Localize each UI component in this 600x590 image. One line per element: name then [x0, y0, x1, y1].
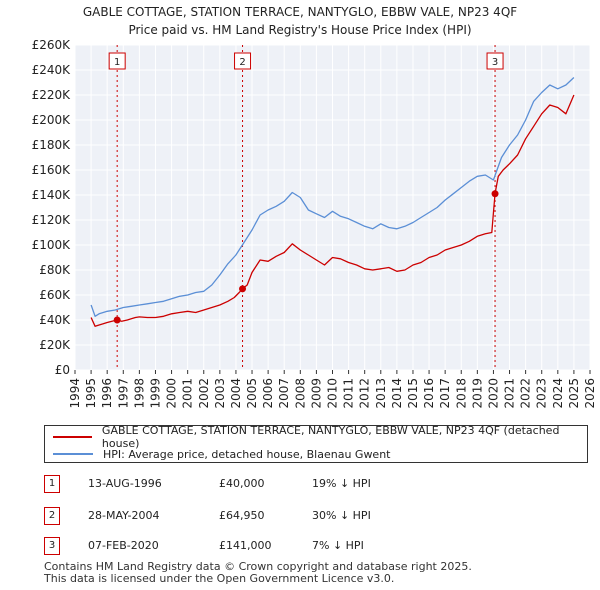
x-tick-label: 1996: [100, 378, 114, 409]
event-label-box: [486, 52, 504, 70]
x-tick-label: 1997: [116, 378, 130, 409]
event-label-box: [234, 52, 252, 70]
x-tick-label: 2024: [551, 378, 565, 409]
x-tick-label: 2014: [390, 378, 404, 409]
x-tick-label: 2005: [245, 378, 259, 409]
sale-marker: [239, 285, 247, 293]
chart-title: GABLE COTTAGE, STATION TERRACE, NANTYGLO…: [83, 5, 517, 19]
transaction-hpi: 30% ↓ HPI: [312, 509, 371, 522]
transaction-price: £64,950: [219, 509, 265, 522]
x-tick-label: 2019: [470, 378, 484, 409]
legend-label-property: GABLE COTTAGE, STATION TERRACE, NANTYGLO…: [101, 424, 560, 450]
x-tick-label: 2013: [374, 378, 388, 409]
y-tick-label: £120K: [32, 213, 72, 227]
transaction-row: 3 07-FEB-2020 £141,000 7% ↓ HPI: [44, 537, 584, 555]
event-label: 1: [114, 57, 120, 68]
transaction-date: 13-AUG-1996: [88, 477, 162, 490]
x-tick-label: 2007: [277, 378, 291, 409]
transaction-number: 3: [44, 537, 60, 555]
x-tick-label: 2026: [583, 378, 597, 409]
x-tick-label: 1995: [84, 378, 98, 409]
transaction-hpi: 7% ↓ HPI: [312, 539, 364, 552]
x-tick-label: 2002: [197, 378, 211, 409]
sale-marker: [491, 190, 499, 198]
y-tick-label: £160K: [32, 163, 72, 177]
y-tick-label: £180K: [32, 138, 72, 152]
event-label: 3: [492, 57, 498, 68]
y-tick-label: £40K: [39, 313, 71, 327]
transaction-price: £141,000: [219, 539, 272, 552]
chart-subtitle: Price paid vs. HM Land Registry's House …: [128, 23, 471, 37]
property-price-line: [90, 94, 575, 327]
legend-item-property: GABLE COTTAGE, STATION TERRACE, NANTYGLO…: [53, 424, 587, 450]
transaction-date: 28-MAY-2004: [88, 509, 160, 522]
event-label-box: [108, 52, 126, 70]
footer-copyright: Contains HM Land Registry data © Crown c…: [44, 560, 472, 573]
x-tick-label: 2011: [342, 378, 356, 409]
hpi-line: [90, 77, 575, 317]
x-tick-label: 2021: [503, 378, 517, 409]
transaction-row: 1 13-AUG-1996 £40,000 19% ↓ HPI: [44, 475, 584, 493]
x-tick-label: 2006: [261, 378, 275, 409]
x-tick-label: 2020: [486, 378, 500, 409]
y-tick-label: £100K: [32, 238, 72, 252]
transaction-number: 1: [44, 475, 60, 493]
x-tick-label: 2017: [438, 378, 452, 409]
y-tick-label: £140K: [32, 188, 72, 202]
x-tick-label: 1999: [148, 378, 162, 409]
y-tick-label: £240K: [32, 63, 72, 77]
x-tick-label: 2010: [326, 378, 340, 409]
x-tick-label: 2022: [519, 378, 533, 409]
transaction-row: 2 28-MAY-2004 £64,950 30% ↓ HPI: [44, 507, 584, 525]
transaction-date: 07-FEB-2020: [88, 539, 159, 552]
transaction-price: £40,000: [219, 477, 265, 490]
y-tick-label: £260K: [32, 38, 72, 52]
x-tick-label: 2004: [229, 378, 243, 409]
sale-marker: [113, 316, 121, 324]
x-tick-label: 2003: [213, 378, 227, 409]
x-tick-label: 2016: [422, 378, 436, 409]
x-tick-label: 1998: [132, 378, 146, 409]
transaction-hpi: 19% ↓ HPI: [312, 477, 371, 490]
x-tick-label: 2000: [165, 378, 179, 409]
x-tick-label: 2018: [454, 378, 468, 409]
x-tick-label: 2008: [293, 378, 307, 409]
legend-item-hpi: HPI: Average price, detached house, Blae…: [53, 446, 391, 462]
price-chart: GABLE COTTAGE, STATION TERRACE, NANTYGLO…: [32, 5, 597, 409]
x-tick-label: 2012: [358, 378, 372, 409]
y-tick-label: £200K: [32, 113, 72, 127]
event-label: 2: [239, 57, 245, 68]
x-tick-label: 2001: [181, 378, 195, 409]
legend-swatch-property: [53, 436, 92, 438]
x-tick-label: 1994: [68, 378, 82, 409]
transaction-number: 2: [44, 507, 60, 525]
legend: GABLE COTTAGE, STATION TERRACE, NANTYGLO…: [44, 424, 588, 463]
y-tick-label: £60K: [39, 288, 71, 302]
x-tick-label: 2015: [406, 378, 420, 409]
y-tick-label: £220K: [32, 88, 72, 102]
x-tick-label: 2023: [535, 378, 549, 409]
y-tick-label: £0: [55, 363, 70, 377]
x-tick-label: 2025: [567, 378, 581, 409]
x-tick-label: 2009: [309, 378, 323, 409]
legend-label-hpi: HPI: Average price, detached house, Blae…: [103, 447, 391, 461]
y-tick-label: £80K: [39, 263, 71, 277]
y-tick-label: £20K: [39, 338, 71, 352]
footer-licence: This data is licensed under the Open Gov…: [44, 572, 395, 585]
legend-swatch-hpi: [53, 453, 93, 455]
